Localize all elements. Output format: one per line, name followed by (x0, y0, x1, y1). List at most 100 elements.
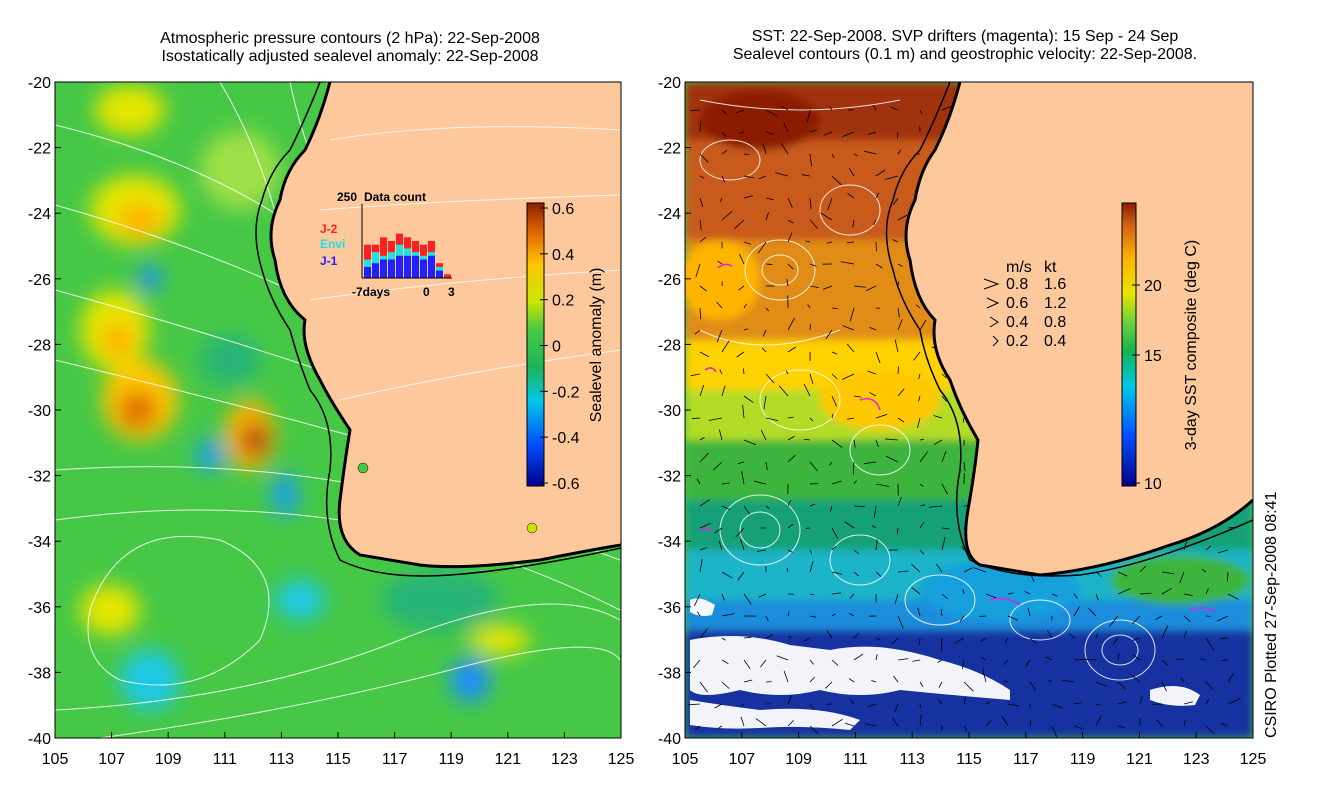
left-land-contours (309, 126, 621, 401)
left-title-line2: Isostatically adjusted sealevel anomaly:… (161, 48, 539, 65)
y-tick-label: -20 (658, 75, 681, 92)
right-shelf-line (885, 82, 1253, 577)
colorbar-tick-label: 0.4 (552, 247, 574, 264)
velocity-legend-ms: 0.4 (1006, 314, 1028, 331)
x-tick-label: 105 (672, 751, 699, 768)
right-land (906, 82, 1253, 575)
right-map (685, 82, 1253, 738)
x-tick-label: 123 (551, 751, 578, 768)
inset-bar (372, 263, 379, 278)
x-tick-label: 117 (382, 751, 408, 768)
inset-x-right-label: 3 (448, 285, 455, 299)
left-colorbar-ticks: 0.6 0.4 0.2 0 -0.2 -0.4 -0.6 (540, 201, 580, 493)
x-tick-label: 125 (608, 751, 635, 768)
left-y-axis-ticks: -20 -22 -24 -26 -28 -30 -32 -34 -36 -38 -40 (28, 75, 61, 748)
x-tick-label: 119 (438, 751, 464, 768)
right-colorbar-ramp (1121, 202, 1137, 487)
velocity-legend: m/s kt 0.8 1.6 0.6 1.2 0.4 0.8 0.2 0.4 (983, 259, 1066, 350)
x-tick-label: 121 (1126, 751, 1153, 768)
y-tick-label: -32 (658, 469, 681, 486)
inset-bar (412, 255, 419, 278)
velocity-legend-arrow-icon (992, 335, 999, 347)
x-tick-label: 117 (1013, 751, 1039, 768)
cloud-gaps (690, 598, 1200, 730)
left-shelf-line (255, 82, 621, 577)
inset-bars (364, 233, 451, 278)
inset-x-left-label: -7days (352, 285, 390, 299)
right-colorbar-ticks: 20 15 10 (1132, 278, 1162, 493)
x-tick-label: 109 (155, 751, 182, 768)
y-tick-label: -28 (28, 337, 51, 354)
left-panel-title: Atmospheric pressure contours (2 hPa): 2… (60, 30, 640, 66)
inset-legend-envi: Envi (320, 237, 345, 251)
x-tick-label: 125 (1240, 751, 1267, 768)
velocity-legend-kt: 0.4 (1044, 333, 1066, 350)
velocity-legend-arrow-icon (986, 297, 1000, 309)
y-tick-label: -34 (658, 534, 681, 551)
y-tick-label: -36 (28, 600, 51, 617)
inset-bar (396, 255, 403, 278)
inset-title: Data count (364, 190, 426, 204)
right-coastline (904, 82, 1253, 577)
velocity-legend-ms: 0.6 (1006, 295, 1028, 312)
inset-bar (380, 259, 387, 278)
x-tick-label: 105 (42, 751, 69, 768)
inset-bar (420, 259, 427, 278)
right-panel-title: SST: 22-Sep-2008. SVP drifters (magenta)… (640, 28, 1290, 64)
y-tick-label: -40 (658, 731, 681, 748)
x-tick-label: 107 (728, 751, 755, 768)
y-tick-label: -38 (28, 665, 51, 682)
colorbar-tick-label: -0.4 (552, 430, 580, 447)
plot-credit: CSIRO Plotted 27-Sep-2008 08:41 (1263, 492, 1280, 738)
x-tick-label: 109 (785, 751, 812, 768)
x-tick-label: 111 (843, 751, 867, 768)
left-colorbar-ramp (526, 202, 545, 487)
y-tick-label: -34 (28, 534, 51, 551)
colorbar-tick-label: 20 (1144, 278, 1162, 295)
right-x-axis-ticks: 105 107 109 111 113 115 117 119 121 123 125 (672, 732, 1267, 768)
colorbar-tick-label: 15 (1144, 348, 1162, 365)
inset-bar (364, 266, 371, 278)
velocity-legend-header-kt: kt (1044, 259, 1057, 276)
y-tick-label: -26 (658, 272, 681, 289)
left-x-axis-ticks: 105 107 109 111 113 115 117 119 121 123 125 (42, 732, 635, 768)
y-tick-label: -40 (28, 731, 51, 748)
y-tick-label: -22 (28, 141, 51, 158)
colorbar-tick-label: 10 (1144, 476, 1162, 493)
left-coastline (269, 82, 621, 569)
svp-drifter-tracks (699, 263, 1216, 613)
inset-legend-j1: J-1 (320, 254, 338, 268)
x-tick-label: 113 (269, 751, 295, 768)
inset-bar (404, 255, 411, 278)
y-tick-label: -24 (658, 206, 681, 223)
x-tick-label: 115 (956, 751, 982, 768)
velocity-legend-kt: 1.2 (1044, 295, 1066, 312)
x-tick-label: 115 (325, 751, 351, 768)
inset-ymax-label: 250 (337, 190, 357, 204)
inset-bar (436, 270, 443, 278)
y-tick-label: -30 (658, 403, 681, 420)
colorbar-tick-label: 0 (552, 339, 561, 356)
x-tick-label: 121 (494, 751, 521, 768)
velocity-legend-rows: 0.8 1.6 0.6 1.2 0.4 0.8 0.2 0.4 (983, 276, 1066, 350)
colorbar-tick-label: 0.2 (552, 293, 574, 310)
y-tick-label: -32 (28, 469, 51, 486)
y-tick-label: -28 (658, 337, 681, 354)
velocity-legend-kt: 0.8 (1044, 314, 1066, 331)
right-colorbar-label: 3-day SST composite (deg C) (1183, 240, 1200, 450)
data-count-inset: 250 Data count J-2 Envi J-1 -7days 0 3 (320, 190, 455, 299)
x-tick-label: 119 (1070, 751, 1096, 768)
colorbar-tick-label: 0.6 (552, 201, 574, 218)
colorbar-tick-label: -0.2 (552, 384, 580, 401)
colorbar-tick-label: -0.6 (552, 476, 580, 493)
right-title-line2: Sealevel contours (0.1 m) and geostrophi… (732, 46, 1198, 63)
right-sealevel-contours (699, 99, 1156, 681)
inset-bar (388, 259, 395, 278)
inset-bar (428, 255, 435, 278)
x-tick-label: 107 (98, 751, 125, 768)
velocity-legend-kt: 1.6 (1044, 276, 1066, 293)
y-tick-label: -38 (658, 665, 681, 682)
velocity-legend-arrow-icon (983, 278, 1000, 290)
y-tick-label: -24 (28, 206, 51, 223)
